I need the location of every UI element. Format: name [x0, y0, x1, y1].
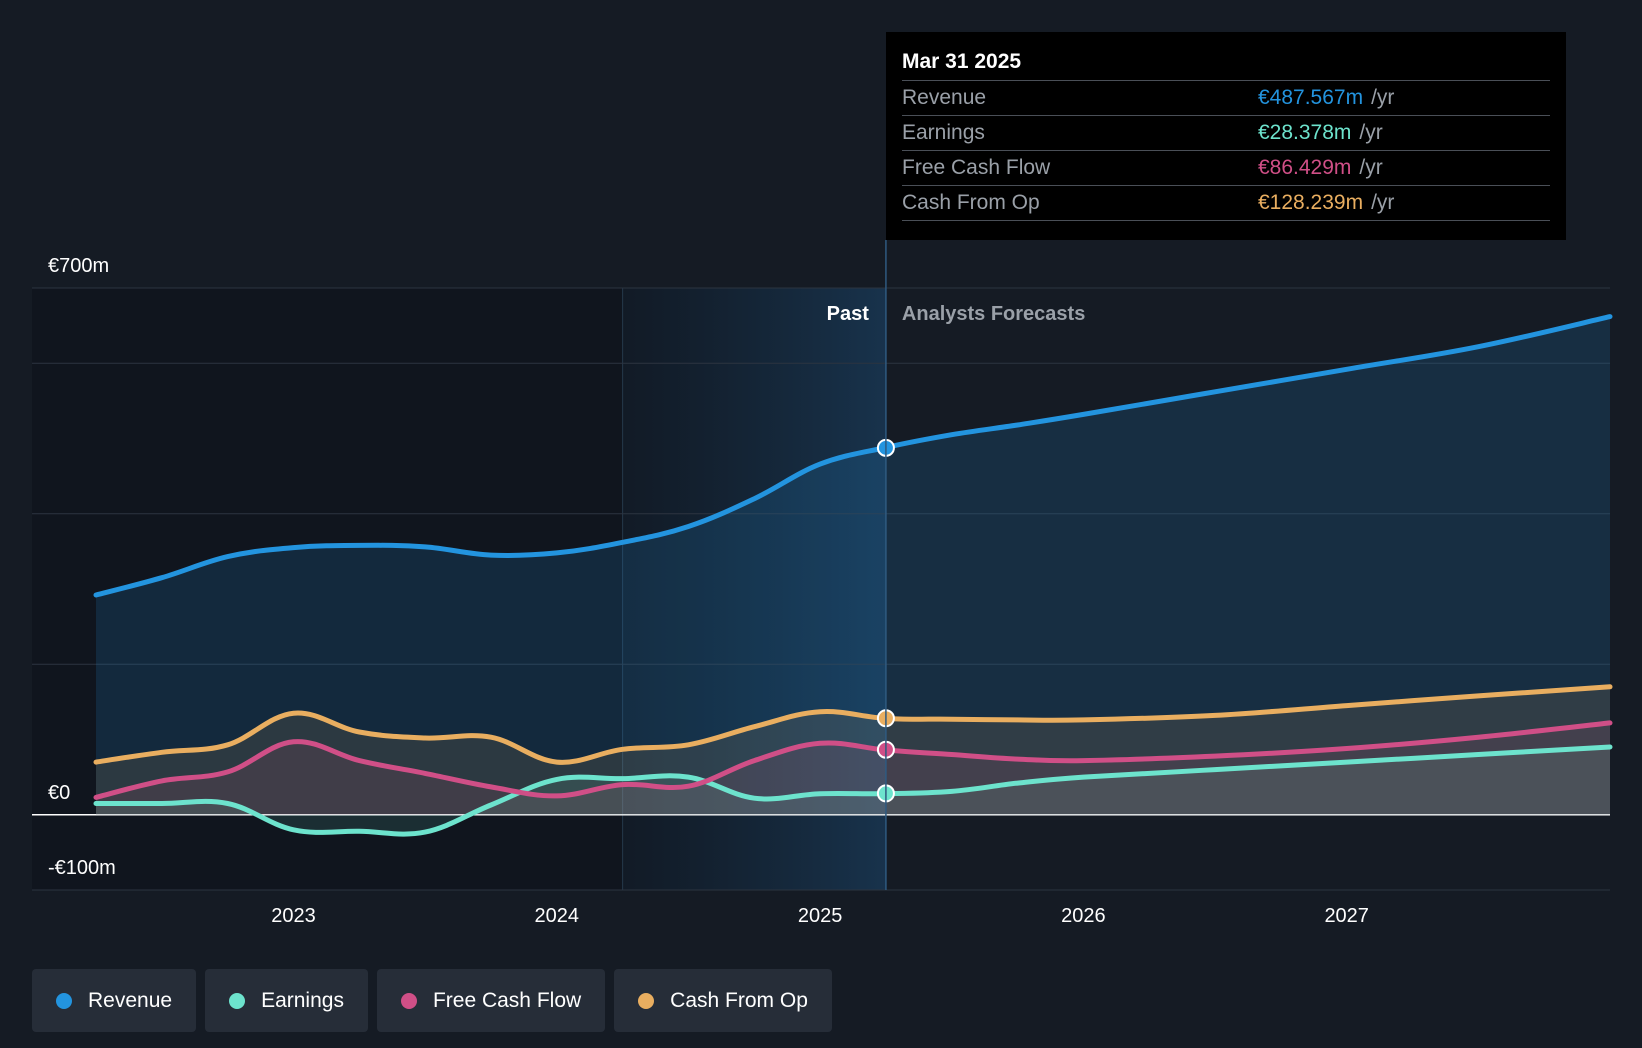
y-axis-label: €700m	[48, 255, 109, 277]
x-axis-label: 2025	[798, 905, 843, 927]
tooltip-row-cash-from-op: Cash From Op €128.239m/yr	[902, 185, 1550, 221]
tooltip-unit: /yr	[1371, 86, 1395, 109]
x-axis-label: 2024	[535, 905, 580, 927]
x-axis-label: 2027	[1324, 905, 1369, 927]
legend-dot-icon	[638, 992, 655, 1009]
tooltip-row-revenue: Revenue €487.567m/yr	[902, 80, 1550, 115]
legend-label: Revenue	[88, 988, 173, 1012]
tooltip-date: Mar 31 2025	[902, 50, 1022, 73]
series-line-free-cash-flow[interactable]	[93, 720, 1613, 800]
legend-dot-icon	[400, 992, 417, 1009]
area-revenue	[96, 316, 1610, 815]
chart: €700m €0 -€100m 2023 2024 2025 2026 2027 Past Ana…	[32, 240, 1613, 927]
y-axis-label: -€100m	[48, 857, 116, 879]
x-axis-label: 2026	[1061, 905, 1106, 927]
tooltip-unit: /yr	[1359, 121, 1383, 144]
y-axis-label: €0	[48, 782, 70, 804]
tooltip-row-free-cash-flow: Free Cash Flow €86.429m/yr	[902, 150, 1550, 185]
legend-item-earnings[interactable]: Earnings	[205, 969, 368, 1032]
forecast-label: Analysts Forecasts	[902, 303, 1085, 325]
series-line-earnings[interactable]	[93, 744, 1613, 837]
legend-dot-icon	[229, 992, 246, 1009]
series-line-revenue[interactable]	[93, 314, 1613, 598]
legend: Revenue Earnings Free Cash Flow Cash From O…	[32, 969, 832, 1032]
legend-label: Free Cash Flow	[432, 988, 582, 1012]
legend-label: Earnings	[261, 988, 344, 1012]
tooltip-label: Cash From Op	[902, 191, 1040, 214]
series-line-cash-from-op[interactable]	[93, 684, 1613, 765]
tooltip: Mar 31 2025 Revenue €487.567m/yr Earnings €…	[886, 32, 1566, 240]
tooltip-label: Revenue	[902, 86, 987, 109]
area-free-cash-flow	[96, 722, 1610, 815]
tooltip-label: Earnings	[902, 121, 985, 144]
legend-item-revenue[interactable]: Revenue	[32, 969, 197, 1032]
tooltip-row-earnings: Earnings €28.378m/yr	[902, 115, 1550, 150]
tooltip-unit: /yr	[1359, 156, 1383, 179]
legend-item-free-cash-flow[interactable]: Free Cash Flow	[376, 969, 606, 1032]
tooltip-value: €128.239m	[1258, 191, 1364, 214]
tooltip-value: €487.567m	[1258, 86, 1364, 109]
tooltip-label: Free Cash Flow	[902, 156, 1051, 179]
x-axis-label: 2023	[271, 905, 316, 927]
tooltip-value: €28.378m	[1258, 121, 1352, 144]
legend-item-cash-from-op[interactable]: Cash From Op	[614, 969, 832, 1032]
tooltip-value: €86.429m	[1258, 156, 1352, 179]
tooltip-unit: /yr	[1371, 191, 1395, 214]
legend-dot-icon	[56, 992, 72, 1009]
legend-label: Cash From Op	[670, 988, 808, 1012]
past-label: Past	[827, 303, 870, 325]
